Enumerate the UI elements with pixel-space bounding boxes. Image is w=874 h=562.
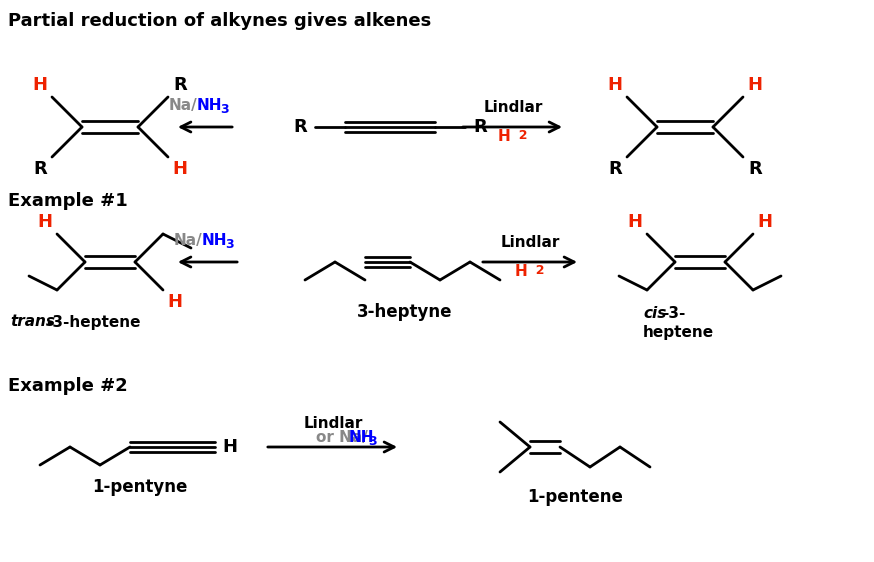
Text: H: H <box>514 264 527 279</box>
Text: R: R <box>473 118 487 136</box>
Text: cis: cis <box>643 306 666 321</box>
Text: NH: NH <box>349 430 374 445</box>
Text: Partial reduction of alkynes gives alkenes: Partial reduction of alkynes gives alken… <box>8 12 431 30</box>
Text: -3-heptene: -3-heptene <box>46 315 141 329</box>
Text: 3: 3 <box>368 435 377 448</box>
Text: H: H <box>607 76 622 94</box>
Text: H: H <box>38 213 52 231</box>
Text: Lindlar: Lindlar <box>303 416 363 431</box>
Text: NH: NH <box>197 98 223 113</box>
Text: R: R <box>173 76 187 94</box>
Text: H: H <box>758 213 773 231</box>
Text: H: H <box>747 76 762 94</box>
Text: 2: 2 <box>527 264 545 277</box>
Text: Example #2: Example #2 <box>8 377 128 395</box>
Text: 3: 3 <box>225 238 233 251</box>
Text: 1-pentyne: 1-pentyne <box>93 478 188 496</box>
Text: H: H <box>32 76 47 94</box>
Text: R: R <box>33 160 47 178</box>
Text: 1-pentene: 1-pentene <box>527 488 623 506</box>
Text: Lindlar: Lindlar <box>500 235 559 250</box>
Text: H: H <box>628 213 642 231</box>
Text: Example #1: Example #1 <box>8 192 128 210</box>
Text: heptene: heptene <box>643 324 714 339</box>
Text: trans: trans <box>10 315 55 329</box>
Text: Na/: Na/ <box>173 233 202 248</box>
Text: 3: 3 <box>220 103 229 116</box>
Text: or Na/: or Na/ <box>316 430 368 445</box>
Text: H: H <box>223 438 238 456</box>
Text: Na/: Na/ <box>169 98 197 113</box>
Text: -3-: -3- <box>662 306 685 321</box>
Text: 3-heptyne: 3-heptyne <box>357 303 453 321</box>
Text: Lindlar: Lindlar <box>483 100 543 115</box>
Text: R: R <box>748 160 762 178</box>
Text: H: H <box>497 129 510 144</box>
Text: H: H <box>172 160 188 178</box>
Text: H: H <box>168 293 183 311</box>
Text: NH: NH <box>202 233 227 248</box>
Text: R: R <box>293 118 307 136</box>
Text: R: R <box>608 160 622 178</box>
Text: 2: 2 <box>510 129 528 142</box>
